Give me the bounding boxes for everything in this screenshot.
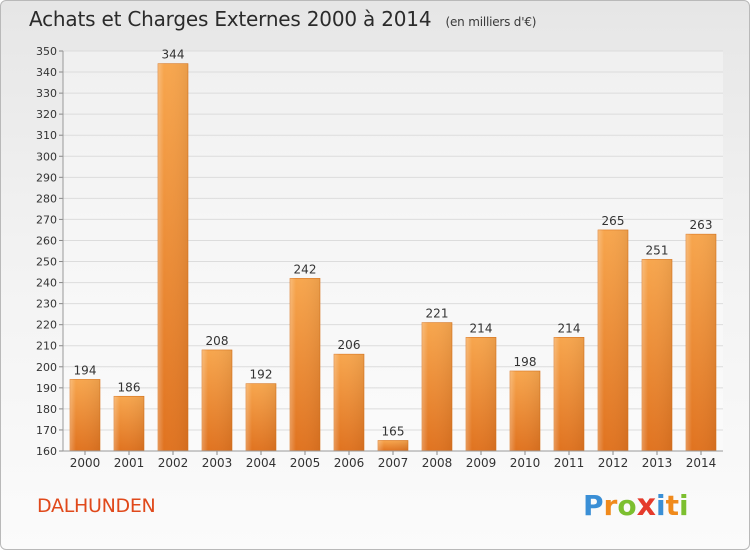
bar-shine-2007 (378, 440, 408, 451)
y-tick-label: 340 (36, 66, 57, 79)
y-tick-label: 230 (36, 298, 57, 311)
commune-name: DALHUNDEN (37, 495, 156, 517)
value-label: 165 (382, 424, 405, 438)
x-tick-label: 2002 (158, 456, 189, 470)
y-tick-label: 210 (36, 340, 57, 353)
logo-letter: x (636, 488, 656, 523)
y-tick-label: 350 (36, 45, 57, 58)
y-tick-label: 310 (36, 129, 57, 142)
value-label: 263 (690, 218, 713, 232)
bar-shine-2001 (114, 396, 144, 451)
bar-shine-2010 (510, 371, 540, 451)
y-tick-label: 240 (36, 277, 57, 290)
logo-letter: t (665, 489, 679, 522)
chart-title: Achats et Charges Externes 2000 à 2014 (… (29, 7, 536, 31)
bar-shine-2013 (642, 259, 672, 451)
value-label: 242 (294, 262, 317, 276)
x-tick-label: 2011 (554, 456, 585, 470)
x-tick-label: 2000 (70, 456, 101, 470)
bar-shine-2014 (686, 234, 716, 451)
bar-shine-2008 (422, 322, 452, 451)
chart-unit: (en milliers d'€) (445, 15, 537, 29)
bar-shine-2004 (246, 383, 276, 451)
value-label: 208 (206, 334, 229, 348)
y-tick-label: 200 (36, 361, 57, 374)
bar-shine-2003 (202, 349, 232, 451)
x-tick-label: 2006 (334, 456, 365, 470)
y-tick-label: 170 (36, 424, 57, 437)
value-label: 221 (426, 307, 449, 321)
bar-shine-2012 (598, 229, 628, 451)
x-tick-label: 2007 (378, 456, 409, 470)
value-label: 192 (250, 368, 273, 382)
bar-shine-2000 (70, 379, 100, 451)
x-tick-label: 2009 (466, 456, 497, 470)
bar-shine-2005 (290, 278, 320, 451)
x-tick-label: 2004 (246, 456, 277, 470)
y-tick-label: 260 (36, 234, 57, 247)
x-tick-label: 2008 (422, 456, 453, 470)
x-tick-label: 2003 (202, 456, 233, 470)
x-tick-label: 2012 (598, 456, 629, 470)
value-label: 194 (74, 363, 97, 377)
y-tick-label: 160 (36, 445, 57, 458)
value-label: 214 (558, 321, 581, 335)
x-tick-label: 2014 (686, 456, 717, 470)
logo-letter: i (678, 489, 689, 522)
value-label: 344 (162, 48, 185, 62)
x-tick-label: 2005 (290, 456, 321, 470)
value-label: 198 (514, 355, 537, 369)
value-label: 186 (118, 380, 141, 394)
proxiti-logo: Proxiti (583, 488, 689, 523)
value-label: 206 (338, 338, 361, 352)
y-tick-label: 220 (36, 319, 57, 332)
value-label: 214 (470, 321, 493, 335)
x-tick-label: 2001 (114, 456, 145, 470)
x-tick-label: 2013 (642, 456, 673, 470)
y-tick-label: 320 (36, 108, 57, 121)
y-tick-label: 290 (36, 171, 57, 184)
logo-letter: i (655, 489, 666, 522)
y-tick-label: 250 (36, 256, 57, 269)
bar-shine-2002 (158, 63, 188, 451)
bar-shine-2006 (334, 354, 364, 451)
y-tick-label: 330 (36, 87, 57, 100)
y-tick-label: 300 (36, 150, 57, 163)
logo-letter: o (617, 489, 637, 522)
chart-title-text: Achats et Charges Externes 2000 à 2014 (29, 7, 432, 31)
y-tick-label: 280 (36, 192, 57, 205)
value-label: 251 (646, 243, 669, 257)
bar-shine-2009 (466, 337, 496, 451)
logo-letter: r (603, 489, 618, 522)
bar-shine-2011 (554, 337, 584, 451)
y-tick-label: 190 (36, 382, 57, 395)
y-tick-label: 180 (36, 403, 57, 416)
x-tick-label: 2010 (510, 456, 541, 470)
logo-letter: P (583, 489, 604, 522)
value-label: 265 (602, 214, 625, 228)
y-tick-label: 270 (36, 213, 57, 226)
